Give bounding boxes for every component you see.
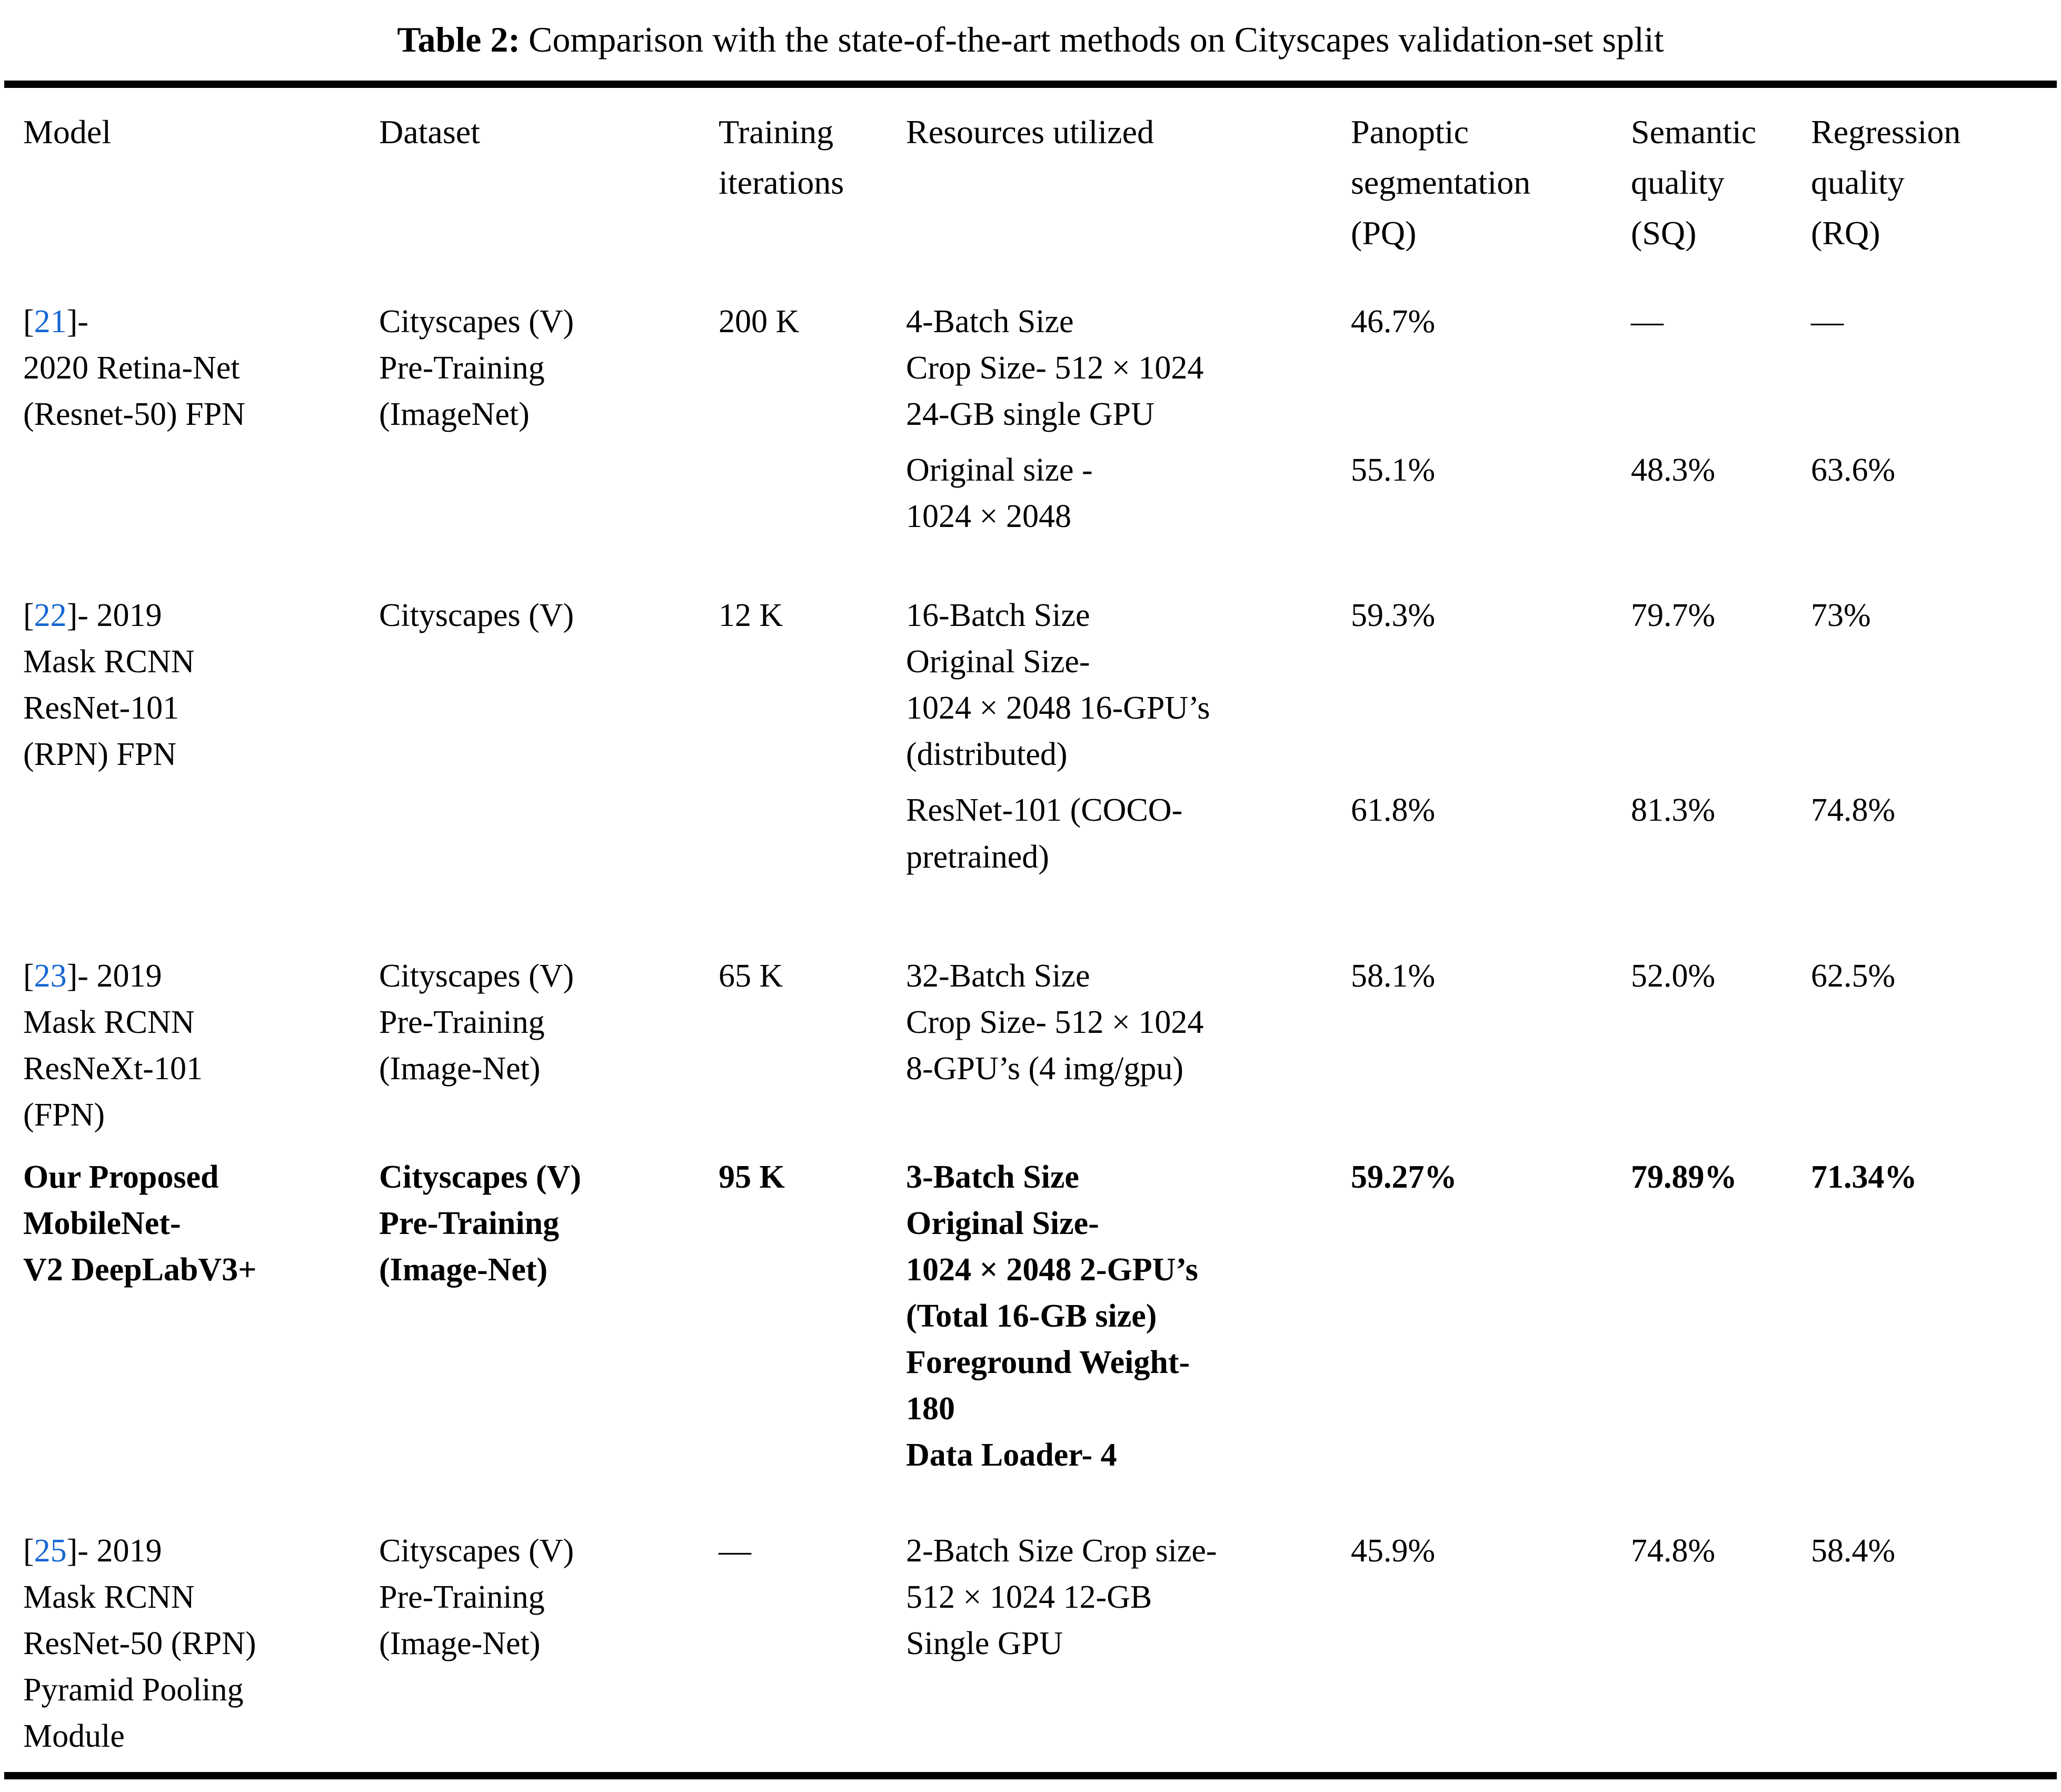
model-cell: [23]- 2019 Mask RCNN ResNeXt-101 (FPN) (5, 937, 379, 1138)
sq-cell: 74.8% (1631, 1532, 1716, 1569)
table-caption: Table 2: Comparison with the state-of-the… (0, 15, 2061, 65)
column-header-panoptic-segmentation: Panoptic segmentation (PQ) (1351, 113, 1531, 252)
model-text: ]- 2020 Retina-Net (Resnet-50) FPN (23, 304, 245, 433)
resources-cell: 2-Batch Size Crop size- 512 × 1024 12-GB… (906, 1532, 1217, 1661)
model-cell: Our Proposed MobileNet- V2 DeepLabV3+ (23, 1159, 257, 1288)
sq-cell: 48.3% (1631, 452, 1716, 489)
dataset-cell: Cityscapes (V) Pre-Training (Image-Net) (379, 1532, 574, 1661)
rq-cell: 74.8% (1811, 792, 1896, 829)
citation-bracket: [ (23, 304, 34, 340)
resources-cell: Original size - 1024 × 2048 (906, 452, 1093, 535)
column-header-training-iterations: Training iterations (719, 113, 844, 202)
resources-cell: 3-Batch Size Original Size- 1024 × 2048 … (906, 1159, 1198, 1473)
sq-cell: 79.7% (1631, 598, 1716, 634)
table-caption-text: Comparison with the state-of-the-art met… (528, 19, 1664, 59)
citation-bracket: [ (23, 598, 34, 634)
iterations-cell: 200 K (719, 304, 800, 340)
citation-link[interactable]: 25 (34, 1532, 67, 1569)
table-row-proposed: Our Proposed MobileNet- V2 DeepLabV3+ Ci… (5, 1138, 2056, 1512)
comparison-table: Model Dataset Training iterations Resour… (5, 88, 2056, 1772)
pq-cell: 46.7% (1351, 304, 1436, 340)
pq-cell: 61.8% (1351, 792, 1436, 829)
model-text: ]- 2019 Mask RCNN ResNeXt-101 (FPN) (23, 958, 203, 1133)
resources-cell: 32-Batch Size Crop Size- 512 × 1024 8-GP… (906, 958, 1204, 1087)
sq-cell: — (1631, 304, 1664, 340)
table-row: [22]- 2019 Mask RCNN ResNet-101 (RPN) FP… (5, 576, 2056, 778)
column-header-semantic-quality: Semantic quality (SQ) (1631, 113, 1757, 252)
rq-cell: 58.4% (1811, 1532, 1896, 1569)
dataset-cell: Cityscapes (V) Pre-Training (Image-Net) (379, 958, 574, 1087)
resources-cell: 4-Batch Size Crop Size- 512 × 1024 24-GB… (906, 304, 1204, 433)
column-header-model: Model (23, 113, 112, 151)
table-caption-label: Table 2: (397, 19, 520, 59)
model-cell: [25]- 2019 Mask RCNN ResNet-50 (RPN) Pyr… (5, 1512, 379, 1772)
column-header-dataset: Dataset (379, 113, 480, 151)
citation-link[interactable]: 21 (34, 304, 67, 340)
table-top-rule (4, 81, 2057, 88)
table-bottom-rule (4, 1772, 2057, 1780)
sq-cell: 81.3% (1631, 792, 1716, 829)
rq-cell: 63.6% (1811, 452, 1896, 489)
model-cell: [22]- 2019 Mask RCNN ResNet-101 (RPN) FP… (5, 576, 379, 937)
model-cell: [21]- 2020 Retina-Net (Resnet-50) FPN (5, 283, 379, 576)
iterations-cell: 95 K (719, 1159, 785, 1195)
table-row: [23]- 2019 Mask RCNN ResNeXt-101 (FPN) C… (5, 937, 2056, 1138)
rq-cell: 62.5% (1811, 958, 1896, 994)
pq-cell: 58.1% (1351, 958, 1436, 994)
rq-cell: 73% (1811, 598, 1871, 634)
sq-cell: 52.0% (1631, 958, 1716, 994)
sq-cell: 79.89% (1631, 1159, 1737, 1195)
iterations-cell: — (719, 1532, 751, 1569)
citation-bracket: [ (23, 958, 34, 994)
citation-bracket: [ (23, 1532, 34, 1569)
model-text: ]- 2019 Mask RCNN ResNet-50 (RPN) Pyrami… (23, 1532, 256, 1754)
pq-cell: 59.3% (1351, 598, 1436, 634)
table-row: [21]- 2020 Retina-Net (Resnet-50) FPN Ci… (5, 283, 2056, 437)
table-subrow: ResNet-101 (COCO- pretrained) 61.8% 81.3… (5, 778, 2056, 937)
dataset-cell: Cityscapes (V) Pre-Training (Image-Net) (379, 1159, 581, 1288)
header-row: Model Dataset Training iterations Resour… (5, 88, 2056, 283)
table-header: Model Dataset Training iterations Resour… (5, 88, 2056, 283)
model-text: ]- 2019 Mask RCNN ResNet-101 (RPN) FPN (23, 598, 195, 773)
iterations-cell: 12 K (719, 598, 783, 634)
iterations-cell: 65 K (719, 958, 783, 994)
pq-cell: 45.9% (1351, 1532, 1436, 1569)
table-subrow: Original size - 1024 × 2048 55.1% 48.3% … (5, 437, 2056, 576)
rq-cell: — (1811, 304, 1844, 340)
dataset-cell: Cityscapes (V) Pre-Training (ImageNet) (379, 304, 574, 433)
rq-cell: 71.34% (1811, 1159, 1917, 1195)
citation-link[interactable]: 23 (34, 958, 67, 994)
pq-cell: 59.27% (1351, 1159, 1457, 1195)
column-header-resources-utilized: Resources utilized (906, 113, 1154, 151)
citation-link[interactable]: 22 (34, 598, 67, 634)
pq-cell: 55.1% (1351, 452, 1436, 489)
dataset-cell: Cityscapes (V) (379, 598, 574, 634)
column-header-regression-quality: Regression quality (RQ) (1811, 113, 1961, 252)
resources-cell: ResNet-101 (COCO- pretrained) (906, 792, 1183, 875)
resources-cell: 16-Batch Size Original Size- 1024 × 2048… (906, 598, 1210, 773)
table-row: [25]- 2019 Mask RCNN ResNet-50 (RPN) Pyr… (5, 1512, 2056, 1772)
